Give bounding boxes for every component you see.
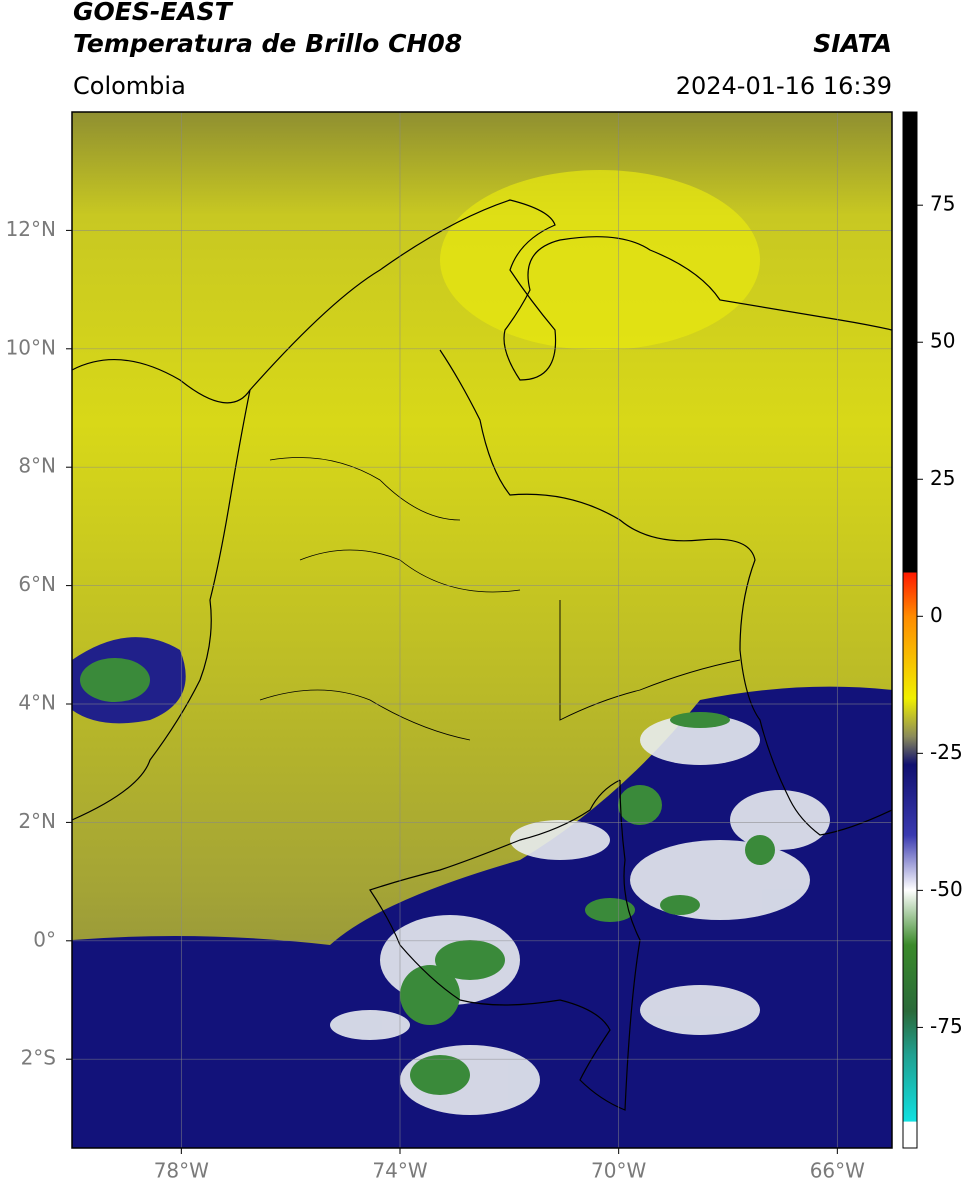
datetime: 2024-01-16 16:39: [676, 72, 892, 100]
y-tick-label: 0°: [33, 927, 56, 951]
region: Colombia: [73, 72, 186, 100]
satellite-image: [72, 112, 892, 1148]
colorbar-tick-label: 50: [930, 329, 955, 353]
x-tick-label: 78°W: [154, 1159, 209, 1183]
colorbar-tick-label: 0: [930, 603, 943, 627]
subtitle: Temperatura de Brillo CH08: [73, 29, 462, 58]
y-tick-label: 12°N: [6, 217, 56, 241]
x-tick-label: 66°W: [810, 1159, 865, 1183]
title: GOES-EAST: [73, 0, 234, 26]
x-tick-label: 70°W: [591, 1159, 646, 1183]
colorbar-tick-label: -25: [930, 740, 963, 764]
y-tick-label: 8°N: [18, 454, 56, 478]
grid: [72, 112, 892, 1148]
y-tick-label: 6°N: [18, 572, 56, 596]
y-tick-label: 4°N: [18, 691, 56, 715]
x-tick-label: 74°W: [372, 1159, 427, 1183]
colorbar: [902, 111, 918, 1149]
y-tick-label: 2°S: [21, 1046, 56, 1070]
colorbar-tick-label: -75: [930, 1014, 963, 1038]
colorbar-tick-label: 25: [930, 466, 955, 490]
colorbar-tick-label: -50: [930, 877, 963, 901]
map-frame: [71, 111, 893, 1149]
colorbar-tick-label: 75: [930, 192, 955, 216]
source: SIATA: [813, 29, 892, 58]
y-tick-label: 2°N: [18, 809, 56, 833]
y-tick-label: 10°N: [6, 335, 56, 359]
